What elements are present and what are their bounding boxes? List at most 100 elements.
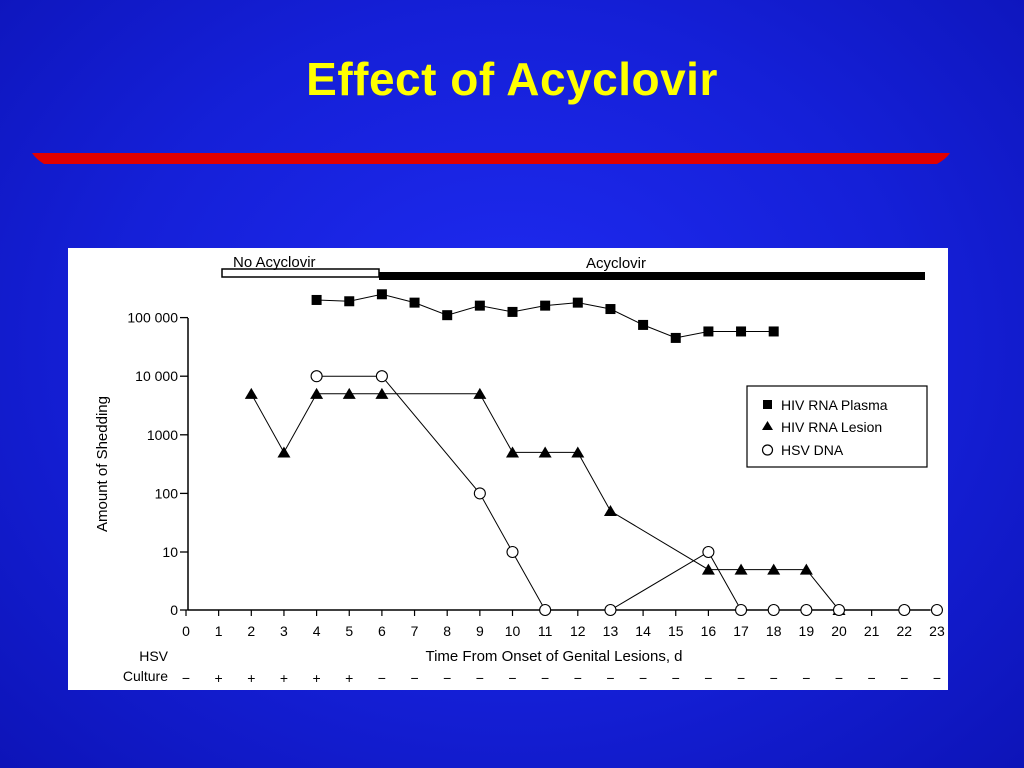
hsv-culture-value: − bbox=[835, 670, 843, 686]
chart-figure: No Acyclovir Acyclovir 0 10 100 1000 10 000 1… bbox=[68, 248, 948, 690]
plasma-point bbox=[703, 326, 714, 337]
lesion-point bbox=[375, 387, 389, 399]
hsv-culture-value: − bbox=[770, 670, 778, 686]
treatment-bar: No Acyclovir Acyclovir bbox=[221, 254, 925, 280]
plasma-point bbox=[670, 332, 681, 343]
lesion-point bbox=[734, 563, 748, 575]
x-tick-label: 5 bbox=[345, 623, 353, 639]
x-tick-label: 3 bbox=[280, 623, 288, 639]
hsv-point bbox=[800, 603, 813, 617]
x-tick-label: 16 bbox=[701, 623, 717, 639]
y-tick-label: 100 000 bbox=[127, 310, 178, 326]
plasma-point bbox=[736, 326, 747, 337]
legend: HIV RNA Plasma HIV RNA Lesion HSV DNA bbox=[746, 385, 928, 468]
y-tick-label: 1000 bbox=[147, 427, 178, 443]
plasma-point bbox=[409, 297, 420, 308]
hsv-culture-value: − bbox=[606, 670, 614, 686]
lesion-point bbox=[799, 563, 813, 575]
x-tick-label: 0 bbox=[182, 623, 190, 639]
hsv-point bbox=[473, 487, 486, 500]
title-underline bbox=[32, 153, 950, 164]
hsv-culture-value: − bbox=[639, 670, 647, 686]
x-tick-label: 13 bbox=[603, 623, 619, 639]
x-tick-label: 15 bbox=[668, 623, 684, 639]
hsv-culture-value: + bbox=[247, 670, 255, 686]
hsv-culture-row: − + + + + + − − − − − − − − − − − − − − − − − − bbox=[182, 670, 941, 686]
lesion-point bbox=[277, 446, 291, 458]
title-underline-shape bbox=[32, 153, 950, 164]
hsv-point bbox=[310, 370, 323, 383]
hsv-culture-value: + bbox=[215, 670, 223, 686]
hsv-culture-value: − bbox=[802, 670, 810, 686]
lesion-point bbox=[538, 446, 552, 458]
x-tick-label: 8 bbox=[443, 623, 451, 639]
x-tick-label: 22 bbox=[897, 623, 913, 639]
y-tick-label: 10 bbox=[162, 544, 178, 560]
acyclovir-bar bbox=[379, 272, 925, 280]
plasma-point bbox=[344, 296, 355, 307]
hsv-point bbox=[539, 603, 552, 617]
x-tick-label: 11 bbox=[538, 623, 553, 639]
plasma-point bbox=[572, 297, 583, 308]
x-tick-label: 17 bbox=[733, 623, 749, 639]
lesion-point bbox=[767, 563, 781, 575]
hsv-culture-value: − bbox=[443, 670, 451, 686]
hsv-culture-label-line1: HSV bbox=[139, 648, 168, 664]
hsv-point bbox=[604, 603, 617, 617]
legend-marker-plasma bbox=[763, 400, 772, 409]
plasma-point bbox=[442, 310, 453, 321]
x-tick-label: 9 bbox=[476, 623, 484, 639]
hsv-point bbox=[767, 603, 780, 617]
hsv-point bbox=[898, 603, 911, 617]
legend-marker-lesion bbox=[762, 421, 773, 430]
y-tick-label: 100 bbox=[155, 485, 179, 501]
lesion-point bbox=[310, 387, 324, 399]
legend-marker-hsv bbox=[761, 444, 774, 456]
legend-label-plasma: HIV RNA Plasma bbox=[781, 397, 888, 413]
x-axis-label: Time From Onset of Genital Lesions, d bbox=[425, 648, 682, 665]
y-axis-label: Amount of Shedding bbox=[94, 396, 111, 532]
x-tick-label: 2 bbox=[247, 623, 255, 639]
plasma-point bbox=[376, 289, 387, 300]
chart-plot: No Acyclovir Acyclovir 0 10 100 1000 10 000 1… bbox=[94, 254, 945, 686]
plasma-point bbox=[540, 300, 551, 311]
plasma-point bbox=[507, 306, 518, 317]
hsv-culture-value: − bbox=[182, 670, 190, 686]
hsv-point bbox=[734, 603, 748, 617]
series-layer bbox=[244, 289, 944, 617]
x-tick-label: 23 bbox=[929, 623, 945, 639]
hsv-culture-value: − bbox=[737, 670, 745, 686]
hsv-culture-value: − bbox=[574, 670, 582, 686]
lesion-point bbox=[603, 505, 617, 517]
hsv-point bbox=[375, 370, 388, 383]
hsv-point bbox=[832, 603, 846, 617]
x-tick-label: 19 bbox=[799, 623, 815, 639]
legend-label-lesion: HIV RNA Lesion bbox=[781, 419, 882, 435]
hsv-culture-value: − bbox=[541, 670, 549, 686]
slide-title: Effect of Acyclovir bbox=[306, 53, 718, 105]
hsv-culture-value: − bbox=[508, 670, 516, 686]
y-tick-label: 10 000 bbox=[135, 368, 178, 384]
x-tick-label: 21 bbox=[864, 623, 880, 639]
lesion-point bbox=[701, 563, 715, 575]
hsv-culture-value: − bbox=[476, 670, 484, 686]
plasma-point bbox=[638, 319, 649, 330]
hsv-culture-value: − bbox=[378, 670, 386, 686]
hsv-culture-value: + bbox=[313, 670, 321, 686]
lesion-point bbox=[342, 387, 356, 399]
hsv-culture-value: + bbox=[280, 670, 288, 686]
lesion-point bbox=[571, 446, 585, 458]
plasma-point bbox=[605, 304, 616, 315]
hsv-point bbox=[506, 545, 519, 559]
acyclovir-label: Acyclovir bbox=[586, 255, 646, 272]
x-tick-label: 18 bbox=[766, 623, 782, 639]
x-tick-label: 10 bbox=[505, 623, 521, 639]
hsv-culture-value: − bbox=[704, 670, 712, 686]
plasma-point bbox=[311, 294, 322, 305]
no-acyclovir-label: No Acyclovir bbox=[233, 254, 316, 271]
y-axis-ticks: 0 10 100 1000 10 000 100 000 bbox=[127, 310, 188, 618]
hsv-culture-label-line2: Culture bbox=[123, 668, 168, 684]
hsv-culture-value: − bbox=[900, 670, 908, 686]
x-tick-label: 20 bbox=[831, 623, 847, 639]
hsv-point bbox=[702, 545, 715, 559]
